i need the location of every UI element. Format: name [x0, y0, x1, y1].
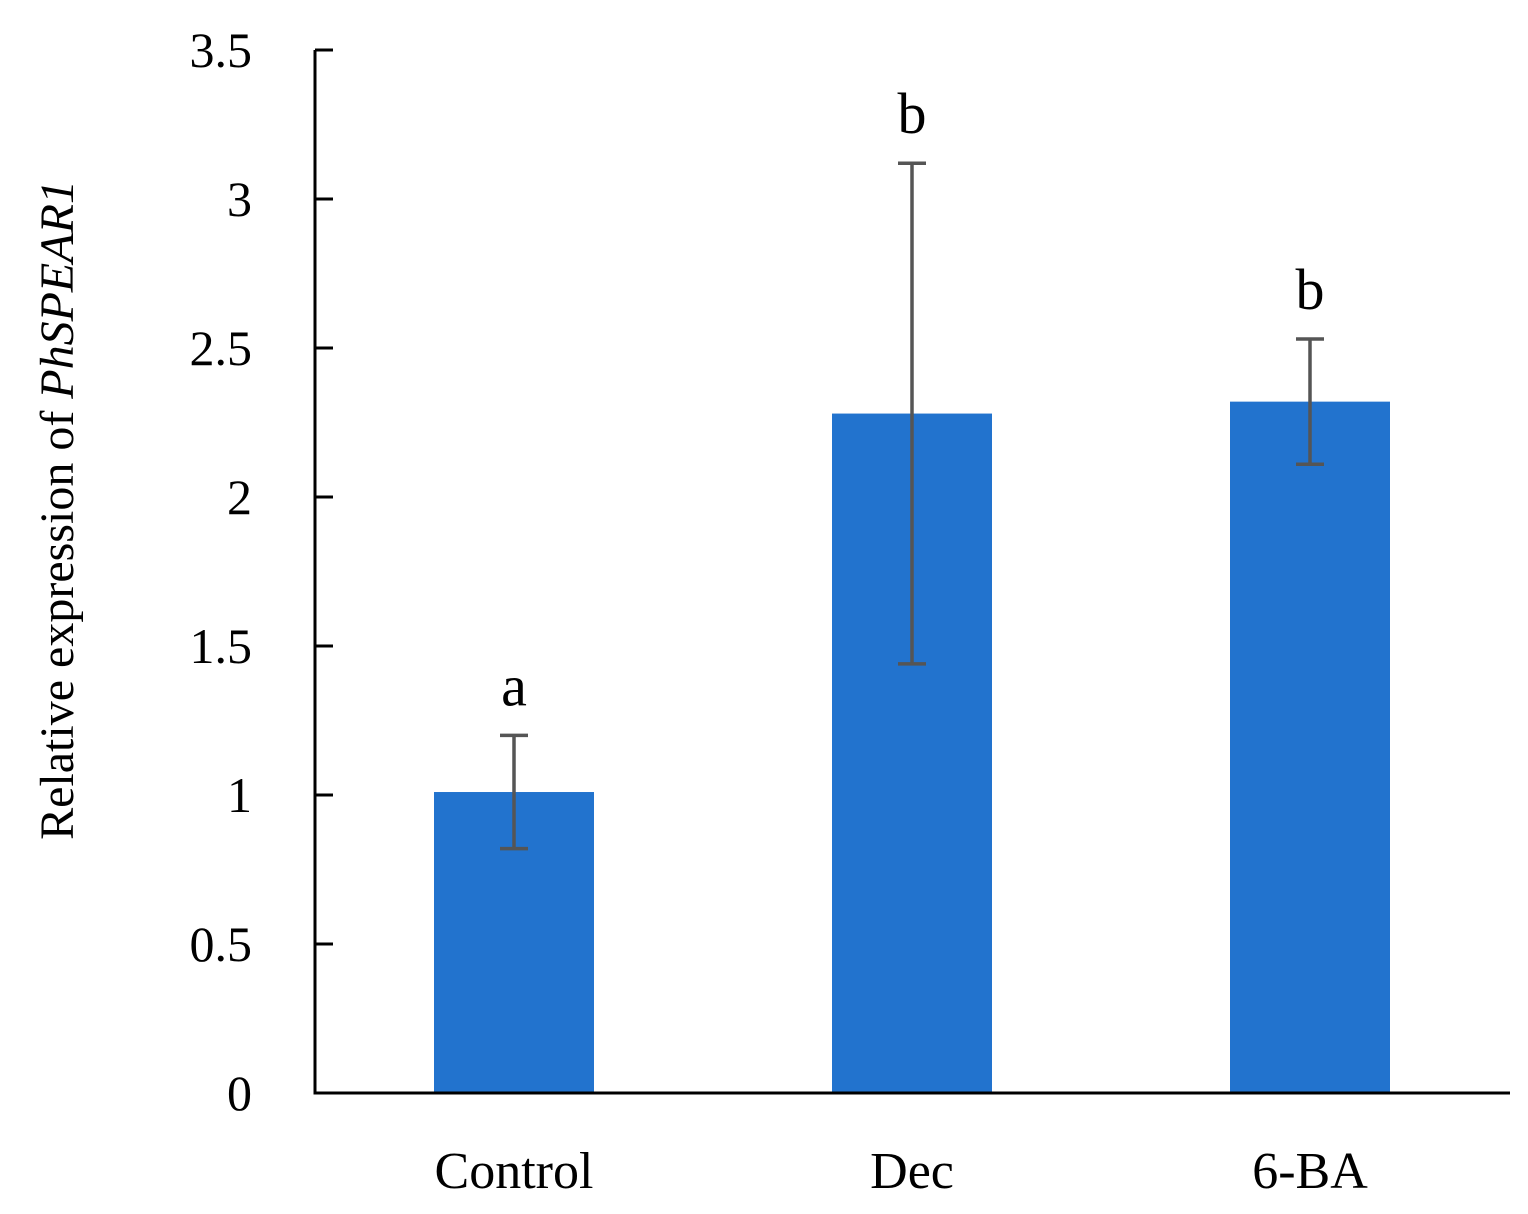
y-axis-title-prefix: Relative expression of [31, 399, 84, 840]
y-tick-label: 3 [227, 171, 252, 227]
significance-label: b [1296, 257, 1325, 322]
y-ticks-layer: 0 0.5 1 1.5 2 2.5 3 3.5 [190, 22, 333, 1121]
x-category-label: Control [435, 1143, 594, 1200]
error-bars-layer [500, 161, 1324, 851]
significance-labels: a b b [501, 81, 1324, 718]
y-tick-label: 0 [227, 1065, 252, 1121]
x-category-label: Dec [870, 1143, 954, 1200]
y-tick-label: 1 [227, 767, 252, 823]
significance-label: a [501, 653, 527, 718]
axes-layer [313, 50, 1510, 1095]
y-axis-title: Relative expression of PhSPEAR1 [31, 180, 84, 840]
significance-label: b [898, 81, 927, 146]
x-category-label: 6-BA [1252, 1143, 1368, 1200]
y-axis-title-gene: PhSPEAR1 [31, 180, 84, 400]
y-tick-label: 1.5 [190, 618, 253, 674]
y-tick-label: 2 [227, 469, 252, 525]
x-category-labels: Control Dec 6-BA [435, 1143, 1369, 1200]
bar-6-ba [1230, 401, 1390, 1093]
y-tick-label: 3.5 [190, 22, 253, 78]
y-tick-label: 0.5 [190, 916, 253, 972]
y-tick-label: 2.5 [190, 320, 253, 376]
